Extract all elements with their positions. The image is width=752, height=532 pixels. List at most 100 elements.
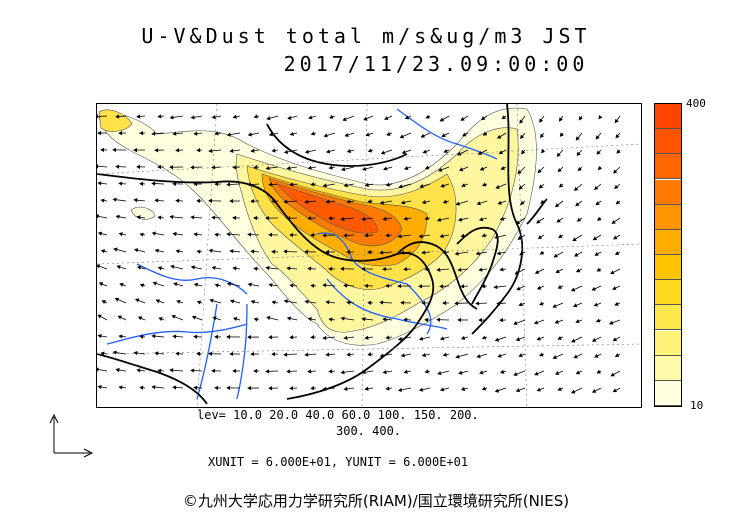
wind-vector-head <box>151 334 156 339</box>
wind-vector-head <box>608 320 614 325</box>
dust-patch-west <box>130 206 156 220</box>
wind-vector-head <box>172 334 177 339</box>
wind-vector-head <box>175 249 180 254</box>
wind-vector-head <box>169 115 174 120</box>
wind-vector-head <box>538 184 544 189</box>
wind-vector-head <box>575 370 581 375</box>
wind-vector-head <box>346 300 351 305</box>
wind-vector-head <box>591 286 596 291</box>
wind-vector-head <box>457 151 462 156</box>
wind-vector-head <box>151 131 156 136</box>
wind-vector-head <box>322 335 327 341</box>
wind-vector-head <box>439 284 444 289</box>
wind-vector-head <box>157 215 162 220</box>
wind-vector-head <box>519 251 524 256</box>
wind-vector-head <box>307 317 312 322</box>
wind-vector-head <box>211 165 216 170</box>
wind-vector-head <box>151 231 156 236</box>
wind-vector-head <box>460 233 465 238</box>
wind-vector-head <box>97 181 102 186</box>
wind-vector-head <box>534 270 540 274</box>
wind-vector-head <box>518 353 523 358</box>
wind-vector-head <box>558 234 563 239</box>
wind-vector-head <box>250 351 255 357</box>
wind-vector-head <box>214 283 219 288</box>
wind-vector-head <box>328 216 333 221</box>
wind-vector-head <box>247 132 252 137</box>
wind-vector-head <box>289 335 294 340</box>
wind-vector-head <box>454 251 459 256</box>
wind-vector-head <box>594 185 599 190</box>
wind-vector-head <box>557 285 562 289</box>
wind-vector-head <box>329 114 334 119</box>
wind-vector-head <box>328 369 333 374</box>
wind-vector-head <box>226 282 232 287</box>
wind-vector-head <box>322 233 327 238</box>
wind-vector-head <box>399 134 405 139</box>
wind-vector-head <box>397 234 402 239</box>
wind-vector-head <box>214 181 219 187</box>
wind-vector-head <box>343 386 348 391</box>
wind-vector-head <box>208 248 213 253</box>
colorbar-segment <box>655 380 681 406</box>
map-timestamp: 2017/11/23.09:00:00 <box>283 52 589 76</box>
wind-vector-head <box>172 231 177 237</box>
wind-vector-head <box>328 165 333 170</box>
wind-vector-head <box>382 267 387 272</box>
wind-vector-head <box>154 248 159 253</box>
wind-vector-head <box>265 369 270 374</box>
wind-vector-head <box>556 218 561 223</box>
colorbar-min-label: 10 <box>690 399 704 412</box>
wind-vector-head <box>133 198 138 203</box>
wind-vector-head <box>539 301 544 306</box>
contour-levels-line2: 300. 400. <box>336 424 402 438</box>
wind-vector-head <box>575 202 580 207</box>
wind-vector-head <box>304 149 310 154</box>
wind-vector-head <box>364 182 369 188</box>
wind-vector-head <box>100 351 105 356</box>
wind-vector-head <box>595 201 600 206</box>
coastlines <box>97 104 548 405</box>
wind-vector-head <box>578 116 583 121</box>
wind-vector-head <box>403 317 408 322</box>
wind-vector-head <box>139 181 144 186</box>
wind-vector-head <box>595 135 600 140</box>
wind-vector-head <box>196 198 201 204</box>
wind-vector-head <box>379 353 384 358</box>
wind-vector-head <box>286 316 292 321</box>
wind-vector-head <box>614 353 620 357</box>
wind-vector-head <box>209 298 214 303</box>
wind-vector-head <box>229 249 234 254</box>
wind-vector-head <box>155 299 160 304</box>
wind-vector-head <box>439 336 445 341</box>
wind-vector-head <box>214 334 219 340</box>
wind-vector-head <box>598 115 603 120</box>
colorbar-segment <box>655 355 681 381</box>
wind-vector-head <box>193 282 199 287</box>
wind-vector-head <box>193 232 198 237</box>
wind-vector-head <box>283 249 288 254</box>
wind-vector-head <box>438 167 443 172</box>
wind-vector-head <box>247 232 252 237</box>
wind-vector-head <box>418 284 423 289</box>
colorbar-segment <box>655 255 681 281</box>
wind-vector-head <box>136 164 141 169</box>
wind-vector-head <box>133 248 139 253</box>
wind-vector-head <box>400 250 405 255</box>
wind-vector-head <box>520 200 525 205</box>
wind-vector-head <box>229 351 234 357</box>
wind-vector-head <box>307 216 312 221</box>
wind-vector-head <box>175 351 180 356</box>
wind-vector-head <box>476 201 481 206</box>
wind-vector-head <box>558 183 564 188</box>
wind-vector-head <box>594 251 599 256</box>
wind-vector-head <box>343 183 348 188</box>
wind-vector-head <box>363 116 368 121</box>
wind-vector-head <box>135 298 140 303</box>
wind-vector-head <box>379 200 384 205</box>
wind-vector-head <box>536 387 541 392</box>
wind-vector-head <box>136 114 141 119</box>
wind-vector-head <box>425 114 430 119</box>
wind-vector-head <box>265 265 270 271</box>
wind-vector-head <box>424 165 430 170</box>
